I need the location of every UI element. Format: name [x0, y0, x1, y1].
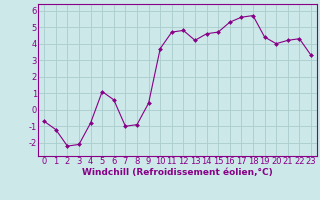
- X-axis label: Windchill (Refroidissement éolien,°C): Windchill (Refroidissement éolien,°C): [82, 168, 273, 177]
